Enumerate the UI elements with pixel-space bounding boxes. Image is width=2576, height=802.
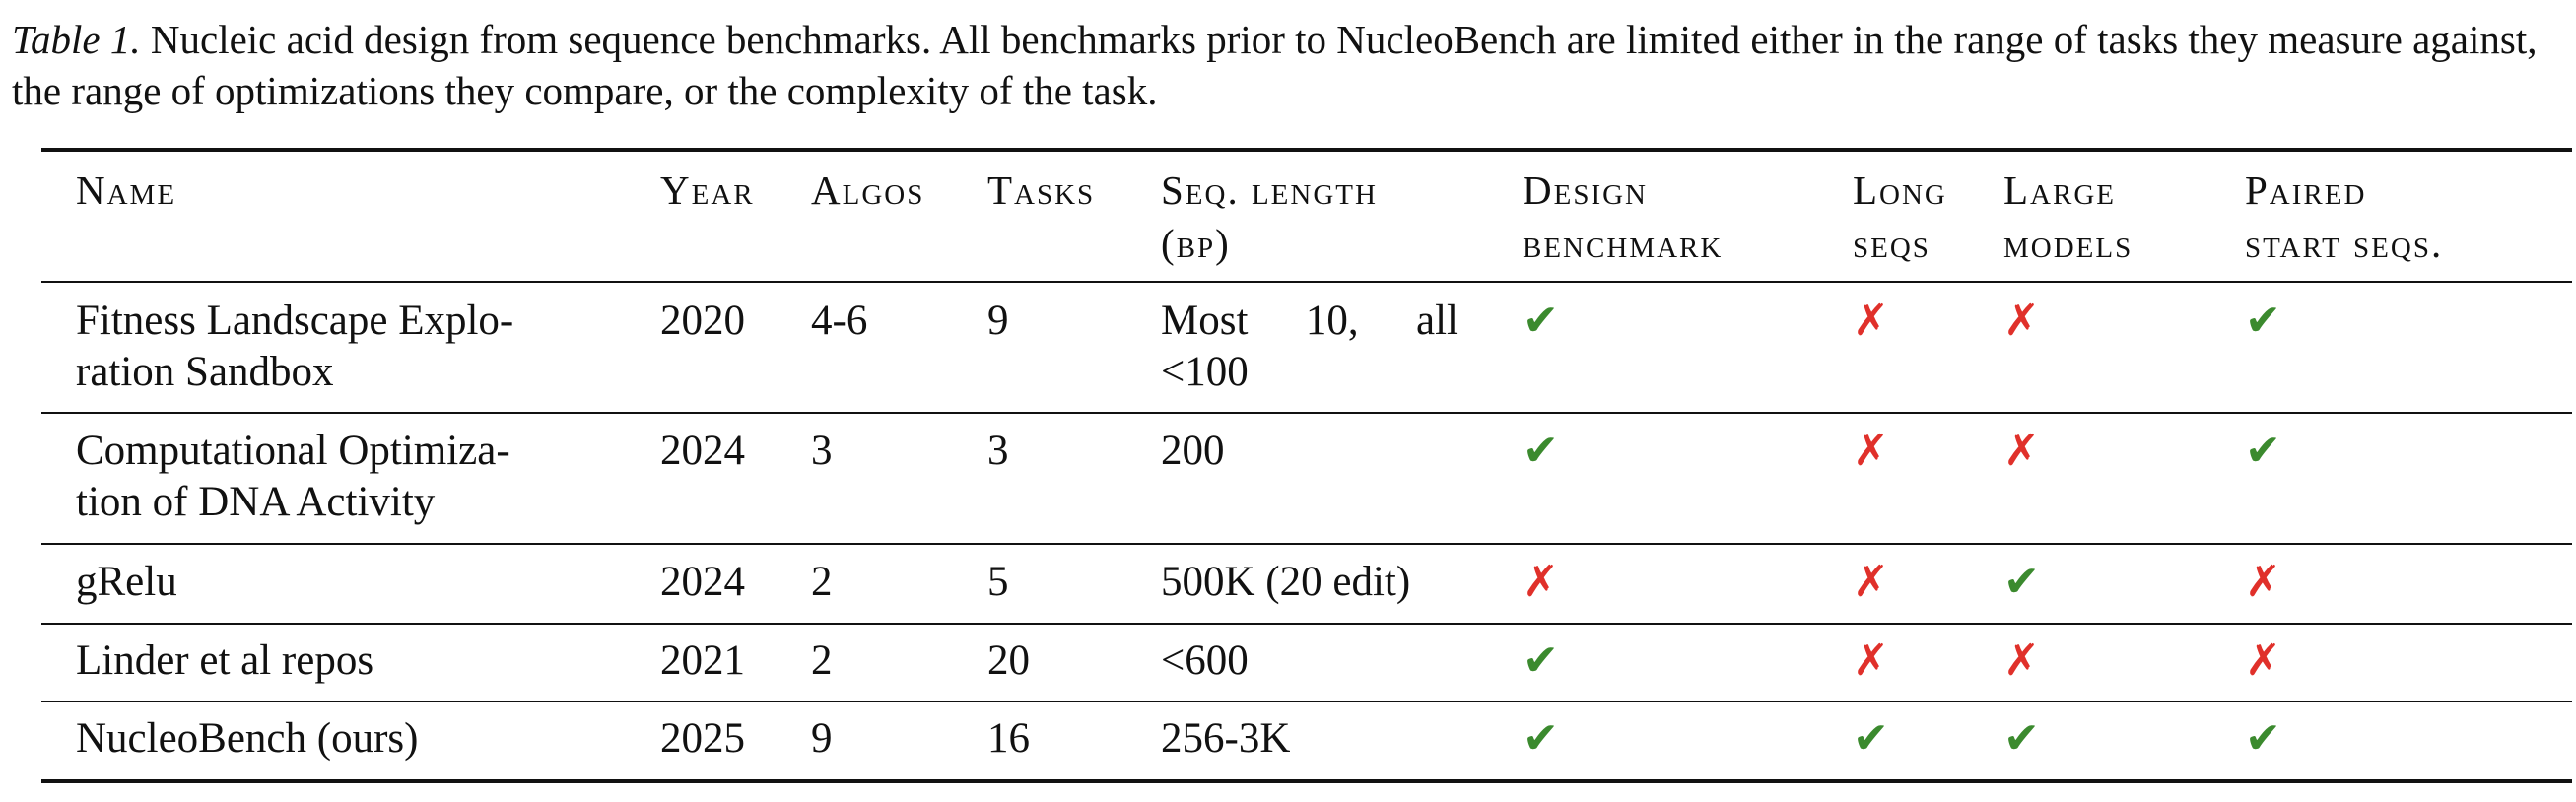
caption-text: Nucleic acid design from sequence benchm… xyxy=(12,17,2538,113)
check-icon: ✔ xyxy=(2003,713,2040,764)
cell-tasks: 20 xyxy=(987,637,1030,684)
row-rule xyxy=(41,701,2572,702)
cross-icon: ✗ xyxy=(1853,635,1889,686)
check-icon: ✔ xyxy=(2245,426,2281,476)
header-large-line2: models xyxy=(2003,221,2134,266)
header-long-line1: Long xyxy=(1853,167,1947,213)
cell-year: 2024 xyxy=(660,428,745,474)
header-algos: Algos xyxy=(811,167,925,213)
bottom-rule xyxy=(41,779,2572,783)
check-icon: ✔ xyxy=(1523,635,1559,686)
check-icon: ✔ xyxy=(2245,296,2281,346)
cell-tasks: 16 xyxy=(987,715,1030,762)
cell-name: Fitness Landscape Explo- ration Sandbox xyxy=(76,296,608,398)
cell-tasks: 3 xyxy=(987,428,1009,474)
cell-seq-part-most: Most xyxy=(1161,298,1249,344)
cell-year: 2025 xyxy=(660,715,745,762)
check-icon: ✔ xyxy=(1523,713,1559,764)
cross-icon: ✗ xyxy=(1853,296,1889,346)
header-tasks: Tasks xyxy=(987,167,1096,213)
header-paired-line2: start seqs. xyxy=(2245,221,2444,266)
cell-seq-line1: Most 10, all xyxy=(1161,296,1458,347)
cell-year: 2020 xyxy=(660,298,745,344)
cell-seq-length: 256-3K xyxy=(1161,715,1291,762)
row-rule xyxy=(41,412,2572,414)
header-paired-start-seqs: Paired start seqs. xyxy=(2245,164,2443,270)
cross-icon: ✗ xyxy=(1523,557,1559,607)
cell-algos: 9 xyxy=(811,715,833,762)
cross-icon: ✗ xyxy=(1853,426,1889,476)
cell-seq-length: 500K (20 edit) xyxy=(1161,559,1411,605)
header-paired-line1: Paired xyxy=(2245,167,2367,213)
cell-seq-line2: <100 xyxy=(1161,349,1249,395)
cross-icon: ✗ xyxy=(2003,296,2040,346)
cell-name-line1: Computational Optimiza- xyxy=(76,428,510,474)
row-rule xyxy=(41,623,2572,625)
header-design-line2: benchmark xyxy=(1523,221,1724,266)
header-year: Year xyxy=(660,167,755,213)
caption-label: Table 1. xyxy=(12,17,141,62)
header-large-models: Large models xyxy=(2003,164,2133,270)
cross-icon: ✗ xyxy=(2245,635,2281,686)
header-long-line2: seqs xyxy=(1853,221,1931,266)
cell-seq-length: <600 xyxy=(1161,637,1249,684)
cross-icon: ✗ xyxy=(2245,557,2281,607)
cell-algos: 4-6 xyxy=(811,298,868,344)
check-icon: ✔ xyxy=(2003,557,2040,607)
cell-name-line2: tion of DNA Activity xyxy=(76,479,436,525)
cross-icon: ✗ xyxy=(1853,557,1889,607)
header-seq-length: Seq. length (bp) xyxy=(1161,164,1458,270)
table-caption: Table 1. Nucleic acid design from sequen… xyxy=(12,14,2574,116)
row-rule xyxy=(41,543,2572,545)
check-icon: ✔ xyxy=(1523,426,1559,476)
cell-seq-part-all: all xyxy=(1416,298,1458,344)
cell-name: Linder et al repos xyxy=(76,637,374,684)
cell-name: gRelu xyxy=(76,559,177,605)
cell-algos: 3 xyxy=(811,428,833,474)
cell-tasks: 5 xyxy=(987,559,1009,605)
header-rule xyxy=(41,281,2572,283)
header-large-line1: Large xyxy=(2003,167,2116,213)
cross-icon: ✗ xyxy=(2003,426,2040,476)
cell-name-line1: Fitness Landscape Explo- xyxy=(76,298,514,344)
cell-algos: 2 xyxy=(811,559,833,605)
cell-year: 2024 xyxy=(660,559,745,605)
header-design-line1: Design xyxy=(1523,167,1648,213)
cell-name: Computational Optimiza- tion of DNA Acti… xyxy=(76,426,608,528)
header-long-seqs: Long seqs xyxy=(1853,164,1947,270)
cell-name: NucleoBench (ours) xyxy=(76,715,419,762)
cell-seq-length: 200 xyxy=(1161,428,1225,474)
cell-year: 2021 xyxy=(660,637,745,684)
check-icon: ✔ xyxy=(1853,713,1889,764)
cross-icon: ✗ xyxy=(2003,635,2040,686)
check-icon: ✔ xyxy=(2245,713,2281,764)
header-seq-length-line2: (bp) xyxy=(1161,221,1231,266)
cell-seq-length: Most 10, all <100 xyxy=(1161,296,1458,398)
cell-name-line2: ration Sandbox xyxy=(76,349,334,395)
header-name: Name xyxy=(76,167,177,213)
header-seq-length-line1: Seq. length xyxy=(1161,167,1378,213)
top-rule xyxy=(41,148,2572,152)
cell-algos: 2 xyxy=(811,637,833,684)
header-design-benchmark: Design benchmark xyxy=(1523,164,1723,270)
check-icon: ✔ xyxy=(1523,296,1559,346)
cell-seq-part-ten: 10, xyxy=(1305,298,1359,344)
cell-tasks: 9 xyxy=(987,298,1009,344)
